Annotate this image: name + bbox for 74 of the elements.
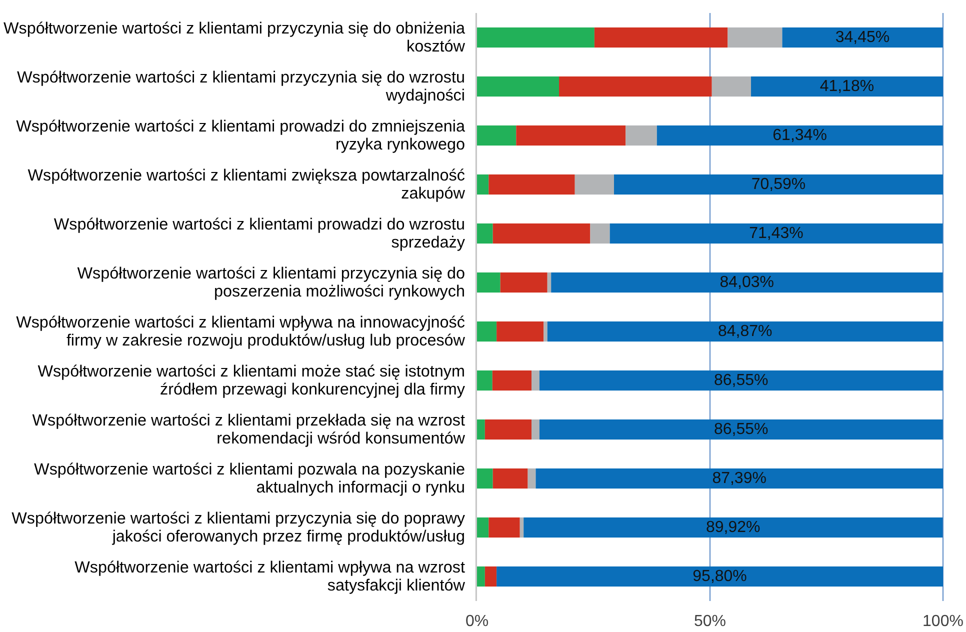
bar: [626, 125, 657, 146]
bar: [532, 370, 540, 391]
bar: [594, 27, 728, 48]
y-tick-label: Współtworzenie wartości z klientami prowadzi do wzrostu sprzedaży: [54, 216, 466, 252]
y-tick-label: Współtworzenie wartości z klientami przyczynia się do obniżenia kosztów: [3, 20, 466, 56]
y-tick-label: Współtworzenie wartości z klientami przekłada się na wzrost rekomendacji wśród konsumentów: [32, 412, 466, 448]
bar: [528, 468, 536, 489]
bar: [544, 321, 548, 342]
bar: [516, 125, 626, 146]
bar: [520, 517, 524, 538]
bar: [536, 468, 943, 489]
bar: [477, 468, 493, 489]
bar: [551, 272, 943, 293]
data-label: 34,45%: [835, 29, 890, 46]
bar: [547, 272, 552, 293]
bar: [610, 223, 943, 244]
data-label: 84,87%: [718, 323, 772, 340]
y-tick-label: Współtworzenie wartości z klientami zwiększa powtarzalność zakupów: [28, 166, 466, 202]
y-tick-label: Współtworzenie wartości z klientami może stać się istotnym źródłem przewagi konkurencyjnej dla firmy: [38, 362, 466, 398]
bar: [477, 419, 485, 440]
bar: [484, 566, 497, 587]
y-tick-label: Współtworzenie wartości z klientami przyczynia się do poszerzenia możliwości rynkowych: [77, 264, 465, 300]
y-tick-label: Współtworzenie wartości z klientami pozwala na pozyskanie aktualnych informacji o rynku: [34, 460, 465, 496]
x-tick-label: 100%: [922, 613, 964, 630]
data-label: 87,39%: [712, 470, 766, 487]
y-tick-label: Współtworzenie wartości z klientami przyczynia się do poprawy jakości oferowanych przez firmę produktów/usług: [12, 510, 466, 546]
data-label: 84,03%: [720, 274, 774, 291]
bar: [477, 517, 489, 538]
bar: [559, 76, 712, 97]
data-label: 86,55%: [714, 421, 768, 438]
bar: [496, 566, 943, 587]
x-tick-label: 0%: [465, 613, 489, 630]
data-label: 70,59%: [751, 176, 806, 193]
y-tick-label: Współtworzenie wartości z klientami wpływa na wzrost satysfakcji klientów: [74, 558, 466, 594]
data-label: 41,18%: [820, 78, 874, 95]
bar: [547, 321, 943, 342]
data-label: 71,43%: [749, 225, 804, 242]
x-tick-label: 50%: [694, 613, 726, 630]
bar: [782, 27, 943, 48]
bar: [477, 566, 485, 587]
bar: [477, 27, 594, 48]
bar: [574, 174, 614, 195]
bar: [539, 419, 943, 440]
bar: [492, 468, 528, 489]
y-tick-label: Współtworzenie wartości z klientami wpływa na innowacyjność firmy w zakresie rozwoju produktów/usług lub procesów: [16, 314, 466, 350]
bar: [488, 174, 575, 195]
bar: [614, 174, 943, 195]
y-tick-label: Współtworzenie wartości z klientami prowadzi do zmniejszenia ryzyka rynkowego: [16, 118, 465, 154]
bar: [532, 419, 540, 440]
bar: [728, 27, 782, 48]
bar: [539, 370, 943, 391]
data-label: 61,34%: [772, 127, 827, 144]
bar: [496, 321, 544, 342]
bar: [656, 125, 943, 146]
bar: [477, 370, 492, 391]
bar: [484, 419, 532, 440]
bar: [477, 272, 500, 293]
bar: [524, 517, 943, 538]
bar: [477, 223, 493, 244]
data-label: 86,55%: [714, 372, 768, 389]
bar: [492, 370, 532, 391]
bar: [590, 223, 610, 244]
bar: [477, 125, 516, 146]
y-tick-label: Współtworzenie wartości z klientami przyczynia się do wzrostu wydajności: [16, 68, 465, 104]
bar: [712, 76, 752, 97]
bar: [500, 272, 548, 293]
bar: [477, 76, 560, 97]
bar: [477, 321, 497, 342]
data-label: 89,92%: [706, 519, 760, 536]
bar: [477, 174, 489, 195]
bar: [492, 223, 590, 244]
data-label: 95,80%: [692, 568, 747, 585]
bar: [488, 517, 520, 538]
bar: [751, 76, 943, 97]
